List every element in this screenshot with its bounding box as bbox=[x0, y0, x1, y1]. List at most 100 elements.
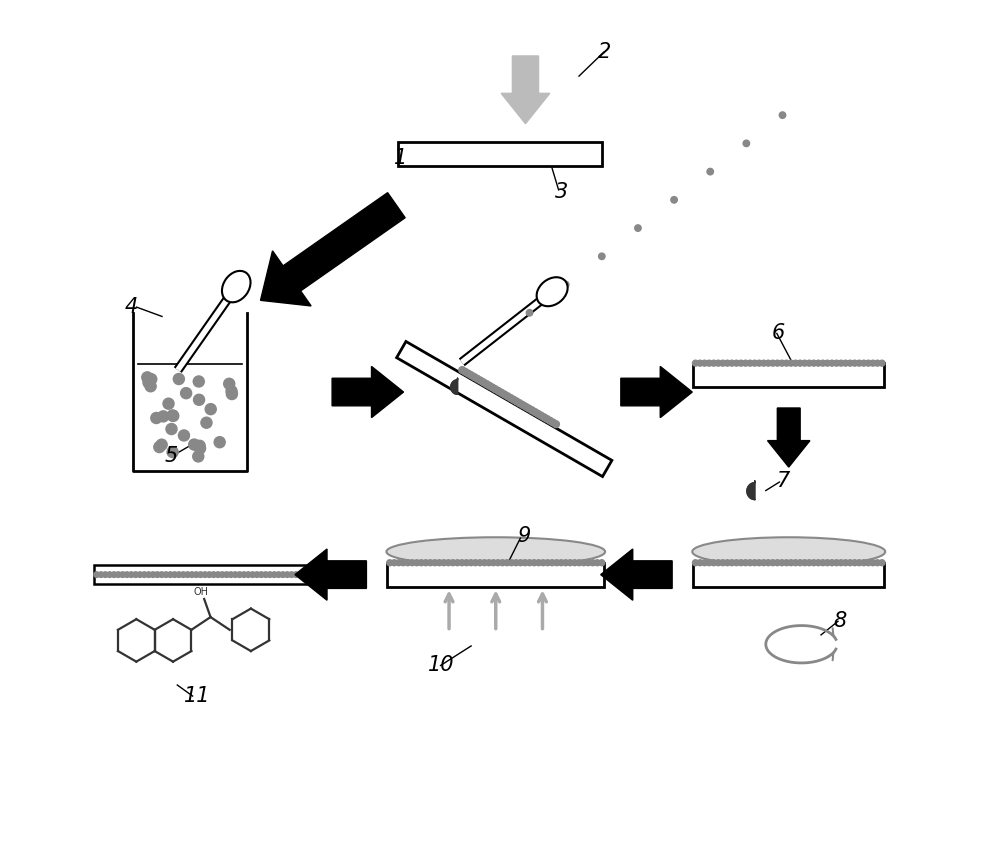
Circle shape bbox=[752, 560, 758, 566]
Circle shape bbox=[879, 560, 885, 566]
Circle shape bbox=[284, 572, 290, 578]
Circle shape bbox=[391, 560, 397, 566]
Circle shape bbox=[743, 560, 748, 566]
Circle shape bbox=[168, 411, 179, 422]
Circle shape bbox=[180, 572, 186, 578]
Circle shape bbox=[258, 572, 264, 578]
Circle shape bbox=[129, 572, 134, 578]
Circle shape bbox=[756, 560, 762, 566]
Polygon shape bbox=[621, 366, 692, 417]
Circle shape bbox=[232, 572, 238, 578]
Circle shape bbox=[276, 572, 281, 578]
Circle shape bbox=[861, 360, 867, 366]
Circle shape bbox=[829, 560, 835, 566]
Text: 8: 8 bbox=[834, 612, 847, 631]
Circle shape bbox=[423, 560, 429, 566]
Circle shape bbox=[156, 439, 167, 450]
Text: 11: 11 bbox=[184, 686, 211, 706]
Circle shape bbox=[779, 560, 785, 566]
Circle shape bbox=[838, 560, 844, 566]
Circle shape bbox=[553, 421, 559, 428]
Circle shape bbox=[544, 416, 550, 423]
Circle shape bbox=[779, 112, 786, 118]
Circle shape bbox=[414, 560, 420, 566]
Circle shape bbox=[250, 572, 255, 578]
Circle shape bbox=[205, 404, 216, 415]
Circle shape bbox=[733, 360, 739, 366]
Circle shape bbox=[509, 560, 515, 566]
Bar bbox=[94, 565, 311, 584]
Circle shape bbox=[111, 572, 117, 578]
Circle shape bbox=[445, 560, 451, 566]
Circle shape bbox=[550, 419, 556, 426]
Circle shape bbox=[865, 560, 871, 566]
Circle shape bbox=[146, 374, 157, 385]
Circle shape bbox=[214, 437, 225, 448]
Circle shape bbox=[761, 360, 767, 366]
Ellipse shape bbox=[222, 271, 251, 302]
Circle shape bbox=[459, 366, 466, 373]
Circle shape bbox=[166, 423, 177, 435]
Circle shape bbox=[194, 443, 206, 454]
Circle shape bbox=[465, 370, 472, 377]
Ellipse shape bbox=[537, 277, 568, 306]
Circle shape bbox=[783, 560, 789, 566]
Ellipse shape bbox=[692, 538, 885, 566]
Circle shape bbox=[441, 560, 447, 566]
Circle shape bbox=[820, 360, 826, 366]
Circle shape bbox=[747, 560, 753, 566]
Circle shape bbox=[824, 360, 830, 366]
Circle shape bbox=[463, 560, 469, 566]
Circle shape bbox=[163, 572, 169, 578]
Circle shape bbox=[738, 560, 744, 566]
Circle shape bbox=[142, 371, 153, 383]
Text: 3: 3 bbox=[555, 182, 568, 203]
Circle shape bbox=[834, 560, 839, 566]
Circle shape bbox=[702, 560, 708, 566]
Circle shape bbox=[215, 572, 221, 578]
Circle shape bbox=[486, 383, 493, 389]
Circle shape bbox=[534, 411, 541, 417]
Circle shape bbox=[581, 560, 587, 566]
Circle shape bbox=[116, 572, 121, 578]
Circle shape bbox=[856, 560, 862, 566]
Circle shape bbox=[154, 441, 165, 452]
Circle shape bbox=[563, 560, 569, 566]
Circle shape bbox=[697, 560, 703, 566]
Text: 9: 9 bbox=[517, 527, 530, 546]
Circle shape bbox=[585, 560, 591, 566]
Circle shape bbox=[752, 360, 758, 366]
Text: 4: 4 bbox=[125, 297, 138, 317]
Circle shape bbox=[436, 560, 442, 566]
Circle shape bbox=[806, 560, 812, 566]
Circle shape bbox=[482, 560, 487, 566]
Circle shape bbox=[254, 572, 260, 578]
Circle shape bbox=[756, 360, 762, 366]
Circle shape bbox=[193, 451, 204, 462]
Circle shape bbox=[226, 386, 237, 397]
Circle shape bbox=[103, 572, 108, 578]
Circle shape bbox=[765, 560, 771, 566]
Circle shape bbox=[107, 572, 112, 578]
Circle shape bbox=[545, 560, 551, 566]
Circle shape bbox=[724, 560, 730, 566]
Circle shape bbox=[280, 572, 286, 578]
Circle shape bbox=[510, 396, 517, 403]
Circle shape bbox=[838, 360, 844, 366]
Circle shape bbox=[459, 560, 465, 566]
Circle shape bbox=[518, 560, 524, 566]
Circle shape bbox=[525, 405, 532, 412]
Circle shape bbox=[167, 572, 173, 578]
Circle shape bbox=[820, 560, 826, 566]
Circle shape bbox=[124, 572, 130, 578]
Circle shape bbox=[306, 572, 312, 578]
Circle shape bbox=[531, 409, 538, 416]
Circle shape bbox=[815, 560, 821, 566]
Circle shape bbox=[146, 572, 151, 578]
Circle shape bbox=[788, 560, 794, 566]
Circle shape bbox=[173, 373, 184, 384]
Circle shape bbox=[519, 401, 526, 408]
Circle shape bbox=[432, 560, 438, 566]
Circle shape bbox=[142, 572, 147, 578]
Circle shape bbox=[94, 572, 99, 578]
